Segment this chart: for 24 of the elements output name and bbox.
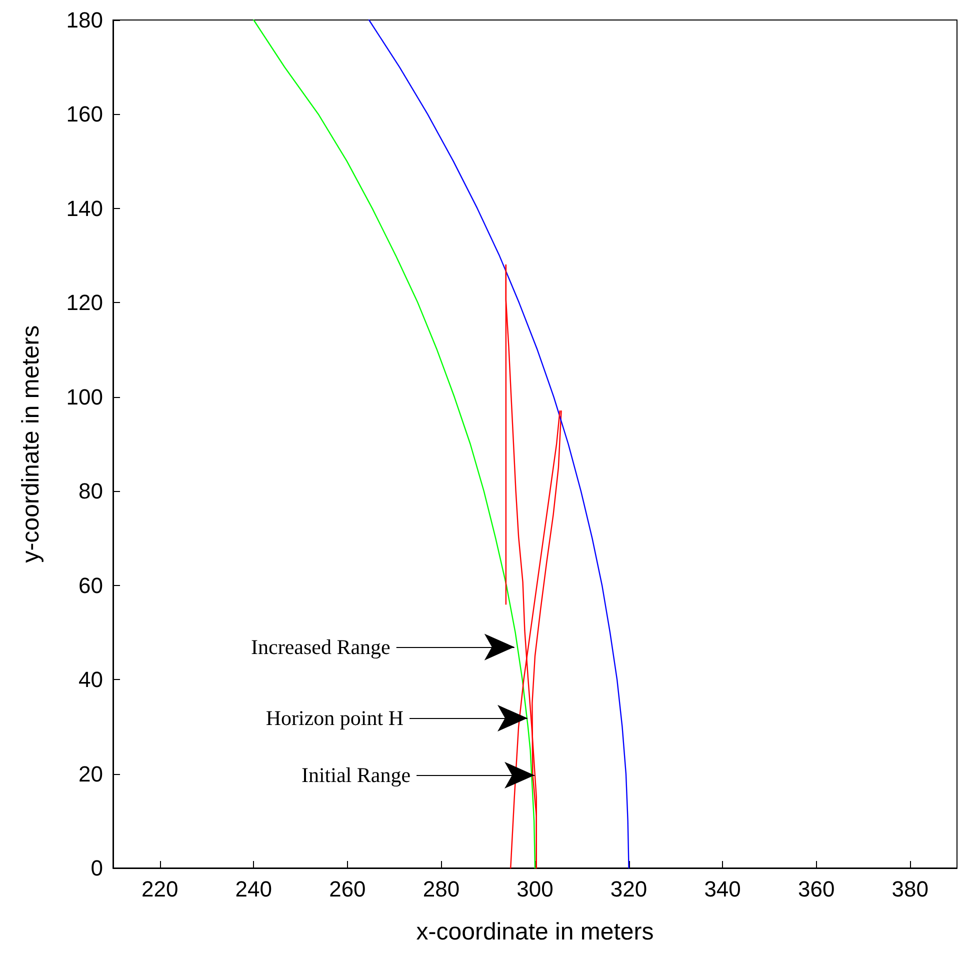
x-tick-label: 320: [610, 876, 648, 902]
y-tick-label: 80: [78, 478, 103, 504]
y-axis-title: y-coordinate in meters: [18, 325, 44, 563]
annotation: Initial Range: [301, 763, 411, 788]
y-tick-label: 40: [78, 667, 103, 692]
x-axis-title: x-coordinate in meters: [416, 918, 654, 946]
y-tick-label: 60: [78, 572, 103, 598]
y-tick-label: 20: [78, 761, 103, 786]
y-tick-label: 120: [66, 290, 103, 316]
y-tick-label: 160: [66, 102, 103, 127]
y-tick-label: 0: [90, 856, 103, 880]
annotation: Horizon point H: [266, 706, 404, 730]
x-tick-label: 360: [798, 876, 835, 902]
x-tick-label: 220: [142, 876, 178, 902]
y-tick-label: 180: [66, 8, 103, 32]
x-tick-label: 240: [235, 876, 272, 902]
x-tick-label: 260: [329, 876, 366, 902]
x-tick-label: 300: [516, 876, 554, 902]
x-tick-label: 380: [892, 876, 928, 902]
y-tick-label: 100: [66, 384, 103, 410]
x-tick-label: 280: [422, 876, 460, 902]
annotation: Increased Range: [251, 635, 390, 660]
x-tick-label: 340: [704, 876, 741, 902]
y-tick-label: 140: [66, 196, 103, 221]
